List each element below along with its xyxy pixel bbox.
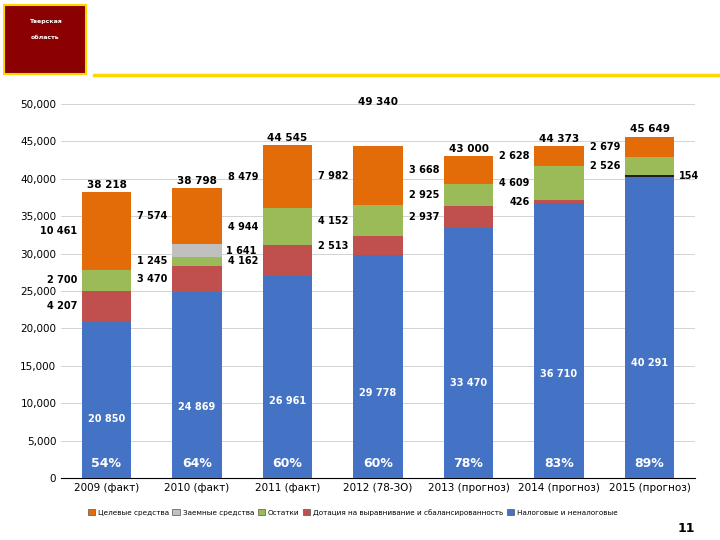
Bar [625,176,675,177]
Text: 78%: 78% [454,457,483,470]
Text: Тверская: Тверская [29,19,62,24]
Text: 26 961: 26 961 [269,396,306,406]
Text: 7 574: 7 574 [138,211,168,221]
Text: 44 373: 44 373 [539,134,579,144]
Bar [172,245,222,256]
Text: 36 710: 36 710 [541,369,577,379]
Text: 2 700: 2 700 [47,275,77,286]
Text: 154: 154 [679,171,699,181]
Text: 29 778: 29 778 [359,388,397,399]
Bar [353,237,403,255]
Text: 38 218: 38 218 [86,180,127,190]
Text: 2 628: 2 628 [499,151,530,161]
Bar [625,137,675,157]
Text: 8 479: 8 479 [228,172,258,181]
Text: 24 869: 24 869 [179,402,215,412]
Bar [625,157,675,176]
Text: 60%: 60% [273,457,302,470]
Bar [353,255,403,478]
Text: 2 925: 2 925 [409,190,439,200]
Text: 2 937: 2 937 [409,212,439,221]
Legend: Целевые средства, Заемные средства, Остатки, Дотация на выравнивание и сбалансир: Целевые средства, Заемные средства, Оста… [85,507,621,519]
Text: 2 679: 2 679 [590,141,620,152]
Bar [444,228,493,478]
Text: 43 000: 43 000 [449,144,488,154]
Bar [263,208,312,245]
Bar [263,145,312,208]
Text: 3 668: 3 668 [408,165,439,175]
Text: 83%: 83% [544,457,574,470]
Text: 89%: 89% [634,457,665,470]
Text: 4 207: 4 207 [47,301,77,311]
Text: 60%: 60% [363,457,393,470]
Text: 2 526: 2 526 [590,161,620,171]
Text: 49 340: 49 340 [358,97,398,107]
Bar [81,192,131,271]
Bar [534,166,584,200]
Text: собственных и целевых федеральных средств, млн. руб.: собственных и целевых федеральных средст… [158,49,648,64]
Text: 64%: 64% [182,457,212,470]
Bar [172,256,222,266]
Bar [81,291,131,322]
Text: 4 152: 4 152 [318,216,348,226]
Text: 1 641: 1 641 [226,246,257,255]
Bar [444,206,493,228]
Text: 33 470: 33 470 [450,378,487,388]
Text: 38 798: 38 798 [177,176,217,186]
Text: 2 513: 2 513 [318,241,348,251]
Bar [81,322,131,478]
Text: 10 461: 10 461 [40,226,77,237]
Text: 1 245: 1 245 [138,256,168,266]
Text: 20 850: 20 850 [88,414,125,424]
Bar [172,292,222,478]
Bar [81,271,131,291]
Bar [172,266,222,292]
Text: 7 982: 7 982 [318,171,348,180]
Bar [534,204,584,478]
Bar [353,205,403,237]
Bar [172,188,222,245]
Bar [263,245,312,276]
Text: 44 545: 44 545 [267,133,307,143]
Bar [353,146,403,205]
Text: 4 609: 4 609 [499,178,530,188]
Bar [534,200,584,204]
Text: 40 291: 40 291 [631,359,668,368]
Text: 4 162: 4 162 [228,256,258,266]
Text: 54%: 54% [91,457,122,470]
Text: 4 944: 4 944 [228,222,258,232]
Text: 45 649: 45 649 [629,124,670,134]
Bar [444,184,493,206]
Text: 426: 426 [509,197,530,207]
Text: область: область [31,35,60,40]
Text: 3 470: 3 470 [138,274,168,284]
Text: Динамика расходов областного бюджета в 2009–2015 гг. за счет: Динамика расходов областного бюджета в 2… [125,14,681,30]
Text: 11: 11 [678,522,695,535]
Bar [444,157,493,184]
FancyBboxPatch shape [4,5,86,73]
Bar [534,146,584,166]
Bar [263,276,312,478]
Bar [625,177,675,478]
